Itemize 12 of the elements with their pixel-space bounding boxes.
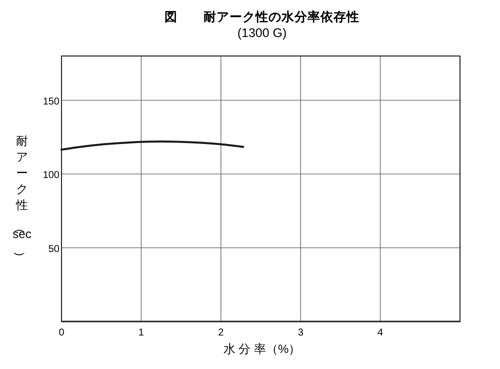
y-axis-title: 耐アーク性（sec） — [12, 134, 32, 263]
x-tick-label: 4 — [378, 328, 384, 338]
chart-title: 図 耐アーク性の水分率依存性 — [164, 9, 360, 24]
y-tick-label: 150 — [42, 96, 60, 108]
x-tick-label: 3 — [298, 328, 304, 338]
chart-subtitle: (1300 G) — [237, 26, 287, 40]
y-tick-label: 100 — [42, 170, 60, 181]
x-tick-label: 1 — [138, 328, 144, 338]
x-tick-label: 2 — [218, 328, 224, 338]
x-tick-label: 0 — [58, 328, 65, 338]
x-axis-title: 水 分 率（%） — [223, 342, 301, 356]
y-tick-label: 50 — [48, 244, 60, 255]
